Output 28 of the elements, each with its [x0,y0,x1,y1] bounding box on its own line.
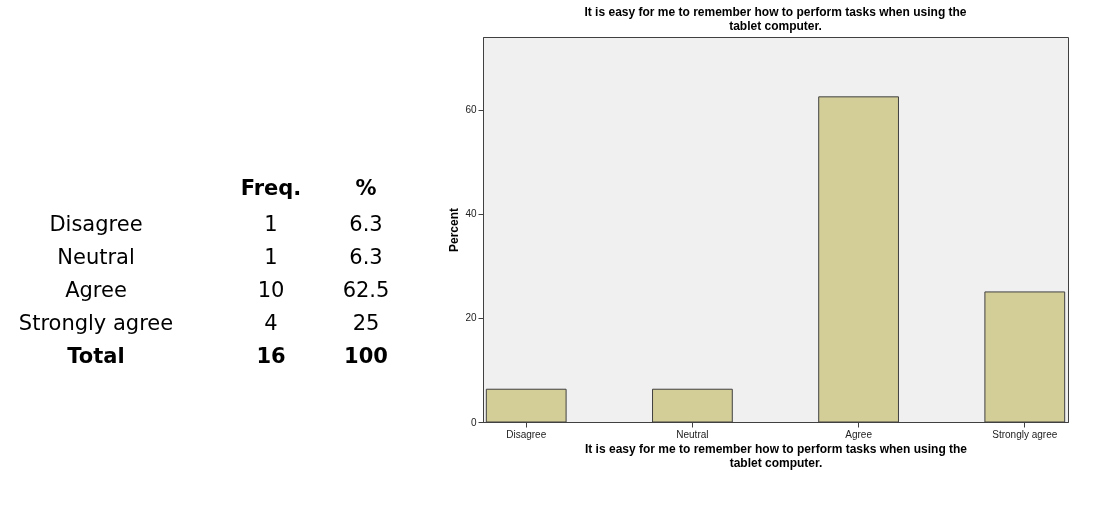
category-label: Total [67,344,125,368]
x-tick-label: Neutral [676,428,709,440]
text: Freq. [240,176,302,200]
data-label: 4 [264,311,278,335]
chart-title: It is easy for me to remember how to perform tasks when using the tablet computer. [584,5,967,33]
x-tick-label: Agree [845,428,873,440]
data-label: 1 [264,245,278,269]
x-tick-label: Disagree [506,428,547,440]
data-label: 1 [264,212,278,236]
data-label: 62.5 [342,278,390,302]
category-label: Disagree [49,212,143,236]
y-tick-label: 0 [470,416,477,428]
data-label: 16 [256,344,286,368]
y-tick-label: 60 [465,104,477,116]
data-label: 100 [344,344,388,368]
x-axis-title: It is easy for me to remember how to perform tasks when using the tablet computer. [584,441,968,470]
data-label: 6.3 [349,212,383,236]
text: % [355,176,377,200]
y-tick-label: 40 [465,208,477,220]
y-axis-title: Percent [447,207,462,253]
y-tick-label: 20 [465,312,477,324]
data-label: 6.3 [349,245,383,269]
category-label: Agree [65,278,127,302]
category-label: Neutral [57,245,135,269]
x-tick-label: Strongly agree [992,428,1058,440]
data-label: 25 [352,311,380,335]
category-label: Strongly agree [18,311,174,335]
data-label: 10 [257,278,285,302]
